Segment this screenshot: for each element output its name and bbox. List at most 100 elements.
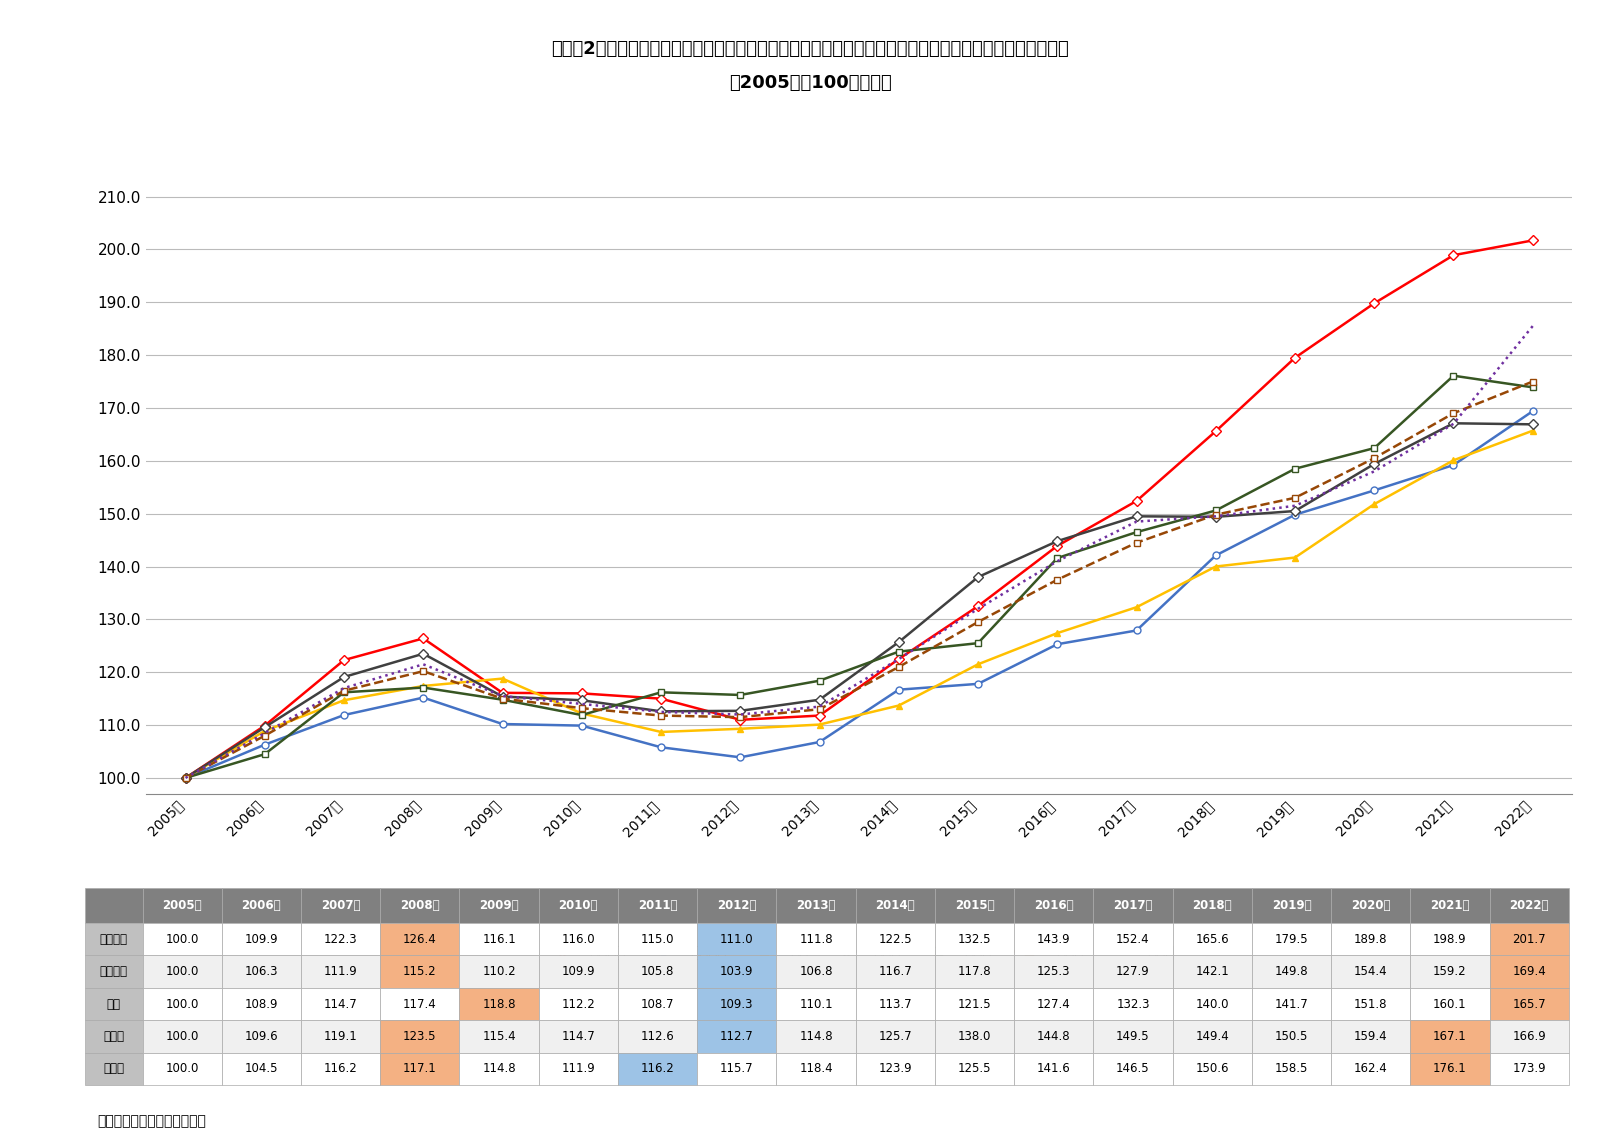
大阪郊外 [731,751,751,764]
神戸市 [413,680,433,694]
大阪都心 [175,771,195,785]
北摂 [413,679,433,693]
関西圏 [1047,573,1067,586]
関西圏 [1365,451,1384,465]
大阪都心 [413,632,433,645]
阪神間 [175,771,195,785]
関西圏 [731,710,751,723]
大阪郊外 [175,771,195,785]
Text: （2005年＝100、年次）: （2005年＝100、年次） [729,74,892,92]
大阪都心 [652,692,671,705]
関西圏 [968,616,987,629]
大阪都心 [1127,494,1146,508]
阪神間 [1524,417,1543,431]
Text: 図表－2　「新築マンション価格指数」（大阪都心、大阪郊外、北摂、阪神間、神戸市、関西圏、大阪市）: 図表－2 「新築マンション価格指数」（大阪都心、大阪郊外、北摂、阪神間、神戸市、… [551,40,1070,58]
関西圏 [1206,508,1225,522]
阪神間 [334,670,353,684]
北摂 [731,722,751,736]
大阪市 [254,726,274,739]
大阪都心 [254,719,274,733]
大阪郊外 [1444,458,1464,472]
大阪郊外 [1127,624,1146,637]
神戸市 [175,771,195,785]
北摂 [1127,600,1146,613]
北摂 [652,725,671,738]
北摂 [888,699,908,712]
大阪市 [1524,320,1543,333]
大阪郊外 [652,741,671,754]
関西圏 [572,701,592,714]
阪神間 [1206,510,1225,524]
神戸市 [1127,525,1146,539]
北摂 [1047,626,1067,640]
関西圏 [334,684,353,697]
大阪郊外 [572,719,592,733]
北摂 [810,718,830,731]
Line: 北摂: 北摂 [182,428,1537,781]
大阪市 [1047,555,1067,568]
Line: 阪神間: 阪神間 [182,420,1537,781]
大阪都心 [1444,248,1464,262]
大阪郊外 [1285,508,1305,522]
大阪都心 [968,600,987,613]
大阪市 [1206,509,1225,523]
阪神間 [1127,509,1146,523]
大阪郊外 [254,738,274,752]
大阪都心 [1047,539,1067,552]
大阪郊外 [1047,637,1067,651]
北摂 [572,706,592,720]
大阪郊外 [1524,405,1543,418]
大阪郊外 [1206,549,1225,562]
関西圏 [1444,406,1464,420]
神戸市 [1365,441,1384,455]
阪神間 [968,570,987,584]
大阪市 [731,708,751,721]
関西圏 [493,692,512,705]
北摂 [175,771,195,785]
関西圏 [413,665,433,678]
大阪市 [652,705,671,719]
大阪市 [810,700,830,713]
北摂 [254,725,274,738]
神戸市 [572,709,592,722]
神戸市 [968,636,987,650]
大阪都心 [1365,296,1384,310]
神戸市 [493,693,512,706]
北摂 [1206,560,1225,574]
大阪都心 [1206,424,1225,438]
大阪市 [1285,499,1305,513]
大阪市 [572,697,592,711]
関西圏 [175,771,195,785]
阪神間 [413,646,433,660]
大阪市 [413,658,433,671]
阪神間 [888,635,908,649]
大阪郊外 [968,677,987,691]
阪神間 [493,689,512,703]
大阪市 [888,652,908,666]
北摂 [1365,498,1384,511]
大阪都心 [731,713,751,727]
阪神間 [1047,534,1067,548]
大阪市 [334,682,353,695]
大阪郊外 [413,691,433,704]
大阪都心 [810,709,830,722]
大阪市 [493,689,512,703]
Legend: 大阪都心, 大阪郊外, 北摂, 阪神間, 神戸市, 関西圏, 大阪市: 大阪都心, 大阪郊外, 北摂, 阪神間, 神戸市, 関西圏, 大阪市 [537,939,1182,966]
大阪都心 [1285,350,1305,364]
神戸市 [1206,503,1225,517]
北摂 [968,658,987,671]
大阪郊外 [888,683,908,696]
Line: 神戸市: 神戸市 [182,372,1537,781]
大阪市 [1444,417,1464,431]
神戸市 [888,645,908,659]
大阪市 [1127,515,1146,528]
大阪市 [968,602,987,616]
神戸市 [1285,462,1305,475]
関西圏 [1524,374,1543,388]
阪神間 [572,694,592,708]
北摂 [1524,424,1543,438]
大阪郊外 [1365,483,1384,497]
大阪市 [175,771,195,785]
関西圏 [1285,491,1305,505]
大阪郊外 [493,717,512,730]
